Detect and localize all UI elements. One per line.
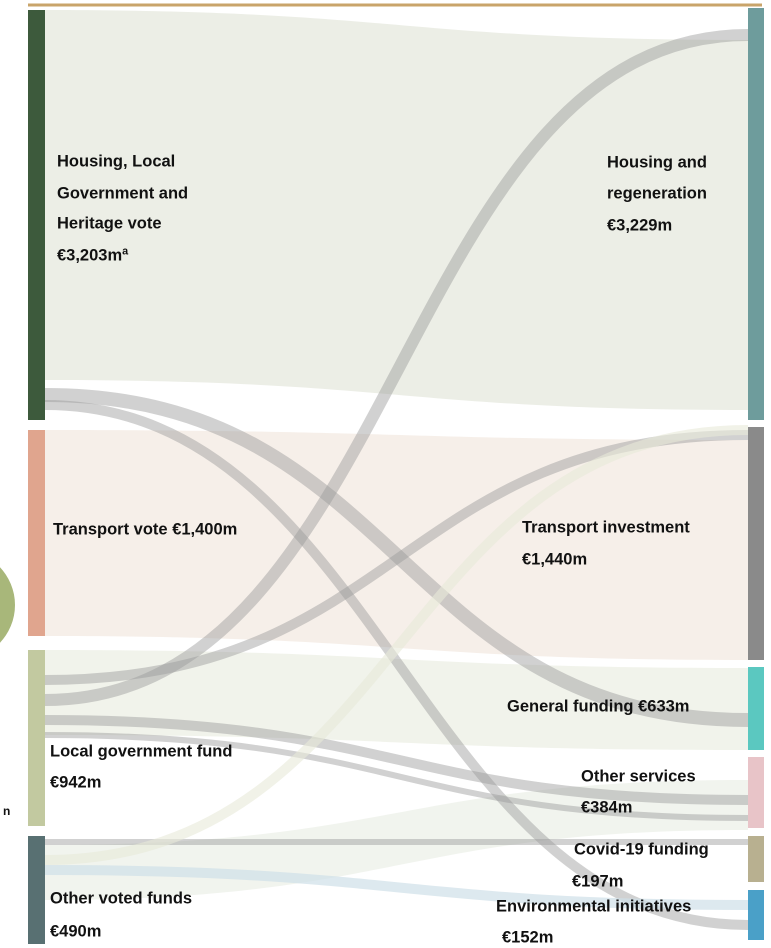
ribbon [44, 29, 749, 706]
node-label: €3,229m [607, 216, 672, 234]
node [748, 890, 764, 940]
node-label: Environmental initiatives [496, 897, 691, 915]
node-label: €197m [572, 872, 623, 890]
node-label: €942m [50, 773, 101, 791]
node [748, 667, 764, 750]
node [28, 10, 45, 420]
node-label: Housing, Local [57, 152, 175, 170]
node [748, 8, 764, 420]
ribbon [44, 388, 749, 727]
node [28, 836, 45, 944]
fragment: n [3, 804, 10, 818]
ribbon [44, 865, 749, 910]
node-label: €152m [502, 928, 553, 946]
node-label: €490m [50, 922, 101, 940]
node-label: General funding €633m [507, 697, 689, 715]
node [28, 430, 45, 636]
flow-local [45, 650, 748, 750]
ribbon [44, 715, 749, 805]
flow-housing [45, 10, 748, 410]
node-label: regeneration [607, 184, 707, 202]
node [748, 427, 764, 660]
edge-circle [0, 567, 15, 643]
node [748, 757, 764, 828]
ribbon [44, 732, 749, 821]
node-label: Government and [57, 184, 188, 202]
node-label: Housing and [607, 153, 707, 171]
flow-transport [45, 430, 748, 660]
node-label: Covid-19 funding [574, 840, 709, 858]
node-label: Transport investment [522, 518, 690, 536]
node-label: Transport vote €1,400m [53, 520, 237, 538]
node [748, 836, 764, 882]
ribbon [44, 400, 749, 930]
node-label: Local government fund [50, 742, 232, 760]
node-label: €384m [581, 798, 632, 816]
node-label: Heritage vote [57, 214, 162, 232]
node-label: €1,440m [522, 550, 587, 568]
node-label: Other services [581, 767, 696, 785]
node [28, 650, 45, 826]
node-label: Other voted funds [50, 889, 192, 907]
node-label: €3,203mª [57, 246, 129, 264]
ribbon [44, 425, 749, 865]
